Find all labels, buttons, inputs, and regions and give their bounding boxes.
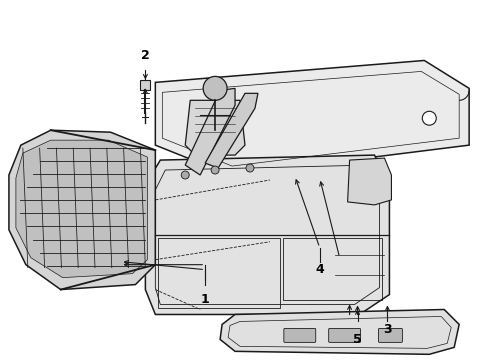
- FancyBboxPatch shape: [284, 328, 316, 342]
- FancyBboxPatch shape: [141, 80, 150, 90]
- Polygon shape: [9, 130, 155, 289]
- Circle shape: [181, 171, 189, 179]
- Text: 5: 5: [353, 333, 362, 346]
- Circle shape: [203, 76, 227, 100]
- Text: 3: 3: [383, 323, 392, 336]
- Polygon shape: [185, 88, 235, 175]
- Circle shape: [211, 166, 219, 174]
- Polygon shape: [347, 158, 392, 205]
- FancyBboxPatch shape: [329, 328, 361, 342]
- Polygon shape: [205, 93, 258, 168]
- Polygon shape: [220, 310, 459, 354]
- Text: 4: 4: [316, 263, 324, 276]
- Text: 2: 2: [141, 49, 150, 62]
- Circle shape: [246, 164, 254, 172]
- Polygon shape: [185, 100, 245, 155]
- Polygon shape: [155, 60, 469, 175]
- FancyBboxPatch shape: [378, 328, 402, 342]
- Polygon shape: [16, 140, 147, 278]
- Text: 1: 1: [201, 293, 210, 306]
- Polygon shape: [146, 155, 390, 315]
- Circle shape: [422, 111, 436, 125]
